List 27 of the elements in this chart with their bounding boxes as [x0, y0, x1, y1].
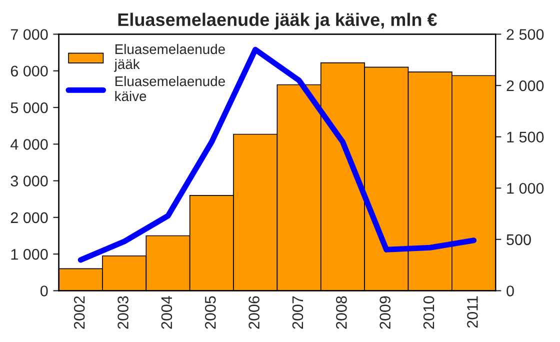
- y2-tick-label: 500: [506, 234, 531, 246]
- y2-tick-label: 2 000: [506, 80, 544, 92]
- legend-label: Eluasemelaenude käive: [115, 76, 225, 102]
- x-tick-label: 2010: [423, 296, 434, 329]
- y-tick-label: 3 000: [10, 176, 48, 186]
- y2-tick-label: 1 000: [507, 182, 544, 194]
- y-tick-label: 7 000: [10, 29, 48, 40]
- y-tick-label: 0: [40, 286, 48, 296]
- y2-tick-label: 1 500: [507, 132, 544, 142]
- legend-label: Eluasemelaenude jääk: [114, 44, 225, 72]
- x-tick-label: 2002: [74, 296, 85, 329]
- x-tick-label: 2011: [467, 296, 478, 328]
- y-tick-label: 1 000: [11, 248, 48, 260]
- x-tick-label: 2004: [161, 296, 172, 329]
- y2-tick-label: 2 500: [506, 29, 544, 40]
- y-tick-label: 6 000: [10, 66, 48, 77]
- x-tick-label: 2008: [336, 296, 347, 329]
- y-tick-label: 2 000: [10, 212, 48, 224]
- y-tick-label: 4 000: [10, 138, 48, 150]
- x-tick-label: 2005: [204, 296, 216, 329]
- x-tick-label: 2006: [248, 296, 260, 329]
- x-tick-label: 2009: [380, 296, 390, 329]
- y-tick-label: 5 000: [10, 102, 48, 114]
- x-tick-label: 2007: [292, 296, 304, 329]
- chart-title: Eluasemelaenude jääk ja käive, mln €: [118, 12, 437, 30]
- y2-tick-label: 0: [506, 286, 514, 296]
- x-tick-label: 2003: [118, 296, 128, 329]
